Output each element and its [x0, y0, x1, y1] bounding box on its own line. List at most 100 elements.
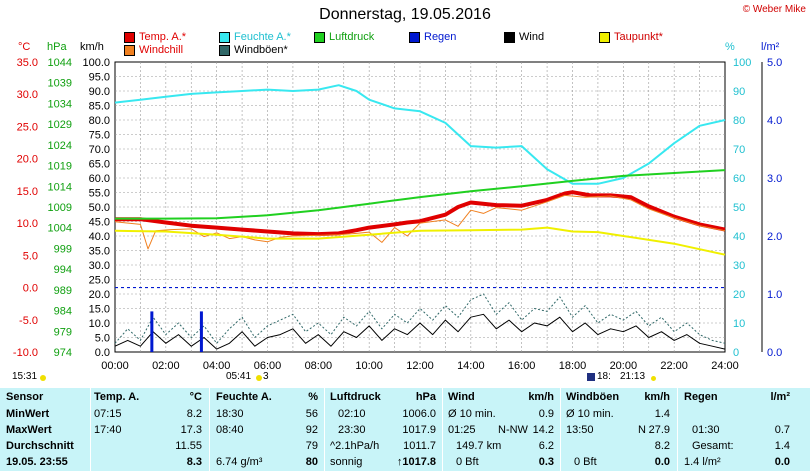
pressure-tick-label: 1019	[48, 161, 72, 173]
pressure-tick-label: 999	[54, 243, 72, 255]
legend-swatch	[504, 31, 515, 43]
stats-total-label: Gesamt:	[692, 440, 734, 452]
temp-tick-label: 30.0	[17, 89, 38, 101]
stats-header: Feuchte A.	[216, 391, 272, 403]
legend-swatch	[219, 31, 230, 43]
temp-tick-label: -5.0	[19, 315, 38, 327]
stats-unit: °C	[189, 391, 202, 403]
stats-col-sensor: Sensor MinWert MaxWert Durchschnitt 19.0…	[6, 388, 86, 471]
legend-swatch	[314, 31, 325, 43]
rain-tick-label: 5.0	[767, 57, 782, 69]
sun-icon	[40, 375, 46, 381]
stats-row-label: MinWert	[6, 408, 50, 420]
legend-swatch	[219, 44, 230, 56]
col-divider	[209, 388, 210, 471]
wind-tick-label: 55.0	[89, 188, 110, 200]
stats-value: 1.4	[774, 440, 790, 452]
x-tick-label: 18:00	[559, 360, 587, 372]
x-tick-label: 02:00	[152, 360, 180, 372]
temp-tick-label: 10.0	[17, 218, 38, 230]
stats-time: 02:10	[338, 408, 366, 420]
legend-swatch	[599, 31, 610, 43]
wind-tick-label: 90.0	[89, 86, 110, 98]
sun-icon	[256, 375, 262, 381]
stats-col-gusts: Windböen km/h Ø 10 min. 1.4 13:50 N 27.9 8.2…	[566, 388, 670, 471]
x-tick-label: 04:00	[203, 360, 231, 372]
legend-humidity: Feuchte A.*	[219, 31, 291, 43]
humidity-tick-label: 30	[733, 260, 745, 272]
humidity-tick-label: 50	[733, 202, 745, 214]
humidity-tick-label: 60	[733, 173, 745, 185]
stats-time: 18:30	[216, 408, 244, 420]
legend-label: Luftdruck	[329, 31, 375, 43]
wind-tick-label: 15.0	[89, 304, 110, 316]
pressure-tick-label: 1034	[48, 98, 72, 110]
x-tick-label: 06:00	[254, 360, 282, 372]
stats-time: 13:50	[566, 424, 594, 436]
stats-direction: N	[638, 424, 646, 436]
legend-rain: Regen	[409, 31, 456, 43]
wind-tick-label: 50.0	[89, 202, 110, 214]
stats-direction: N-NW	[498, 424, 528, 436]
stats-col-wind: Wind km/h Ø 10 min. 0.9 01:25 N-NW 14.2 149.…	[448, 388, 554, 471]
stats-value: 6.2	[538, 440, 554, 452]
stats-col-rain: Regen l/m² 01:30 0.7 Gesamt: 1.4 1.4 l/m² 0.…	[684, 388, 790, 471]
stats-value: ↑1017.8	[396, 456, 436, 468]
wind-tick-label: 10.0	[89, 318, 110, 330]
stats-col-pressure: Luftdruck hPa 02:10 1006.0 23:30 1017.9 ^2.…	[330, 388, 436, 471]
stats-value: 8.2	[186, 408, 202, 420]
stats-value: 8.3	[186, 456, 202, 468]
stats-time: 01:30	[692, 424, 720, 436]
rain-tick-label: 1.0	[767, 289, 782, 301]
stats-time: 23:30	[338, 424, 366, 436]
pressure-tick-label: 974	[54, 347, 72, 359]
legend-windchill: Windchill	[124, 44, 183, 56]
wind-tick-label: 45.0	[89, 217, 110, 229]
x-tick-label: 14:00	[457, 360, 485, 372]
sun-icon	[651, 376, 656, 381]
pressure-tick-label: 1009	[48, 202, 72, 214]
legend-label: Windböen*	[234, 44, 288, 56]
humidity-tick-label: 90	[733, 86, 745, 98]
wind-tick-label: 0.0	[95, 347, 110, 359]
stats-value: 11.55	[175, 440, 202, 452]
marker-row: 15:31 05:41 3 18: 21:13	[0, 370, 810, 384]
legend-pressure: Luftdruck	[314, 31, 374, 43]
wind-tick-label: 85.0	[89, 101, 110, 113]
legend-dewpoint: Taupunkt*	[599, 31, 663, 43]
wind-tick-label: 20.0	[89, 289, 110, 301]
stats-time: 01:25	[448, 424, 476, 436]
wind-tick-label: 65.0	[89, 159, 110, 171]
pressure-tick-label: 989	[54, 285, 72, 297]
legend-label: Windchill	[139, 44, 184, 56]
stats-col-temp: Temp. A. °C 07:15 8.2 17:40 17.3 11.55 8.3	[94, 388, 202, 471]
legend-swatch	[124, 44, 135, 56]
wind-axis-header: km/h	[80, 41, 104, 53]
marker-mid: 05:41	[226, 371, 252, 382]
humidity-tick-label: 0	[733, 347, 739, 359]
wind-tick-label: 80.0	[89, 115, 110, 127]
legend-wind: Wind	[504, 31, 544, 43]
pressure-tick-label: 1039	[48, 78, 72, 90]
marker-right: 18:	[597, 371, 611, 382]
stats-time: Ø 10 min.	[566, 408, 614, 420]
col-divider	[442, 388, 443, 471]
legend-label: Feuchte A.*	[234, 31, 291, 43]
x-tick-label: 10:00	[355, 360, 383, 372]
wind-tick-label: 60.0	[89, 173, 110, 185]
stats-trend: ^2.1hPa/h	[330, 440, 380, 452]
stats-row-label: 19.05. 23:55	[6, 456, 68, 468]
humidity-axis-header: %	[725, 41, 735, 53]
stats-col-humidity: Feuchte A.% 18:30 56 08:40 92 79 6.74 g/m³…	[216, 388, 318, 471]
marker-right-time: 21:13	[620, 371, 646, 382]
pressure-tick-label: 1024	[48, 140, 72, 152]
stats-value: 0.0	[654, 456, 670, 468]
stats-unit: km/h	[528, 391, 554, 403]
pressure-axis-header: hPa	[47, 41, 67, 53]
pressure-tick-label: 1004	[48, 223, 72, 235]
stats-time: 07:15	[94, 408, 122, 420]
series-temp-a-line	[115, 190, 726, 237]
humidity-tick-label: 40	[733, 231, 745, 243]
legend-label: Taupunkt*	[614, 31, 663, 43]
stats-header: Regen	[684, 391, 718, 403]
